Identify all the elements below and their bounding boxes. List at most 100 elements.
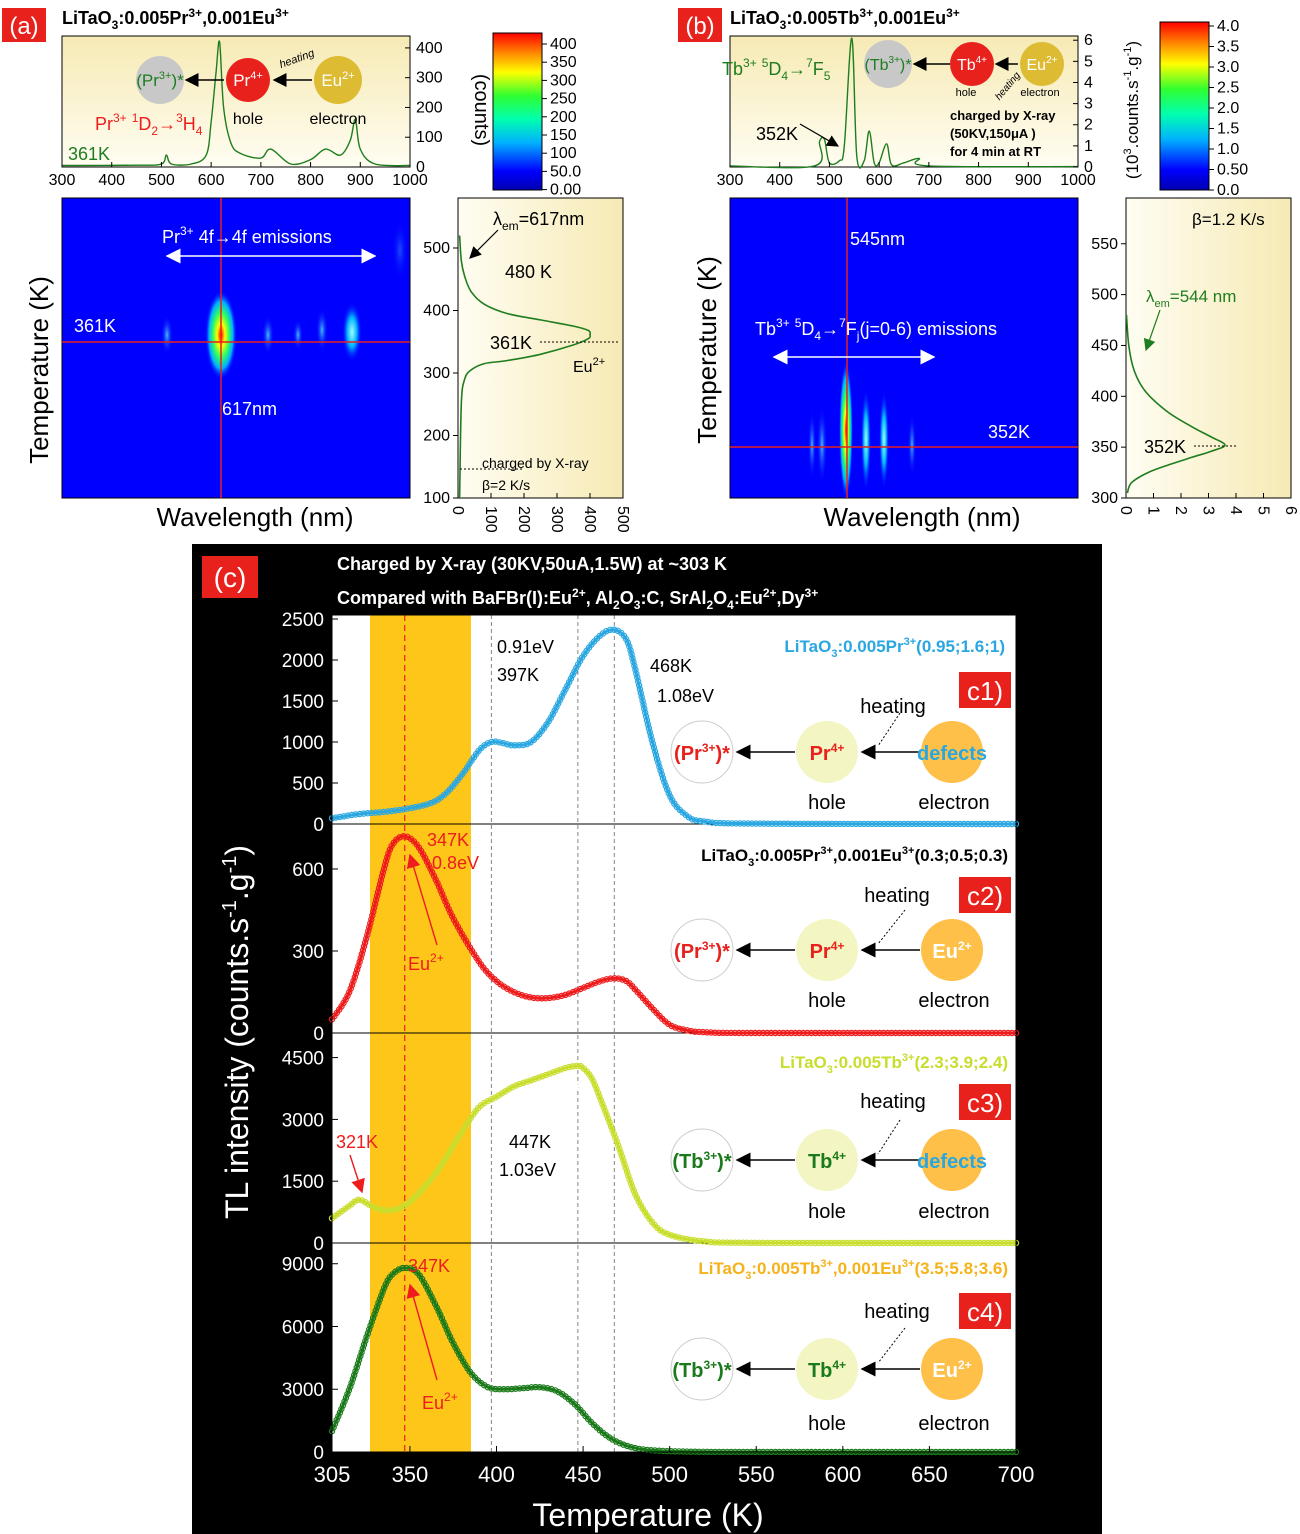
panel-b-tag: (b) <box>685 13 714 40</box>
c3-point <box>699 1237 707 1245</box>
c3-point <box>626 1176 633 1183</box>
c2-point <box>852 1029 859 1037</box>
c1-point <box>1004 820 1012 828</box>
tick-label: 550 <box>738 1462 775 1487</box>
panel-c3-right-circle <box>921 1129 983 1191</box>
c2-point <box>804 1029 811 1037</box>
panel-c1-heating: heating <box>860 696 926 718</box>
c4-point <box>360 1341 368 1348</box>
panel-c4-mid-label: Tb4+ <box>808 1358 846 1382</box>
c3-point <box>988 1239 996 1247</box>
c3-point <box>1004 1239 1012 1247</box>
c1-point <box>662 782 669 789</box>
tick-label: 450 <box>1091 337 1118 354</box>
c1-point <box>780 820 788 827</box>
c3-point <box>703 1238 711 1245</box>
c1-point <box>630 658 637 666</box>
c4-point <box>344 1390 351 1398</box>
panel-b-map-352k: 352K <box>988 422 1030 442</box>
c1-point <box>912 820 920 828</box>
c3-point <box>960 1239 968 1247</box>
panel-c1-ann-397: 397K <box>497 665 539 685</box>
c1-point <box>644 721 652 728</box>
panel-b-charged-3: for 4 min at RT <box>950 144 1041 159</box>
c3-point <box>916 1239 923 1247</box>
c4-point <box>376 1295 384 1303</box>
c3-point <box>593 1085 600 1093</box>
tick-label: 1 <box>1084 138 1093 155</box>
c1-point <box>693 817 700 824</box>
panel-b-tbstar-circle <box>864 40 912 88</box>
c1-point <box>556 696 564 704</box>
c4-point <box>339 1402 347 1409</box>
panel-c1-diagram: (Pr3+)* Pr4+ hole heating defects electr… <box>670 696 990 814</box>
tick-label: 900 <box>347 172 374 189</box>
c2-point <box>703 1029 711 1036</box>
c1-point <box>784 820 792 827</box>
panel-c2-tag-box <box>959 877 1011 913</box>
c2-point <box>796 1029 803 1037</box>
c1-point <box>964 820 972 828</box>
c2-point <box>748 1029 755 1037</box>
panel-b-spectrum-xticks: 300 400 500 600 700 800 900 1000 <box>717 162 1096 189</box>
c4-point <box>403 1264 410 1272</box>
c2-point <box>764 1029 771 1037</box>
c4-point <box>552 1387 559 1394</box>
panel-c-ylabel: TL intensity (counts.s-1.g-1) <box>219 845 255 1219</box>
panel-c1-arrow-468 <box>622 627 665 655</box>
c2-point <box>375 885 383 892</box>
c3-point <box>828 1239 835 1247</box>
c2-point <box>522 993 530 1000</box>
panel-c4-left-circle <box>670 1337 734 1401</box>
c1-point <box>562 686 569 693</box>
panel-c2-left-circle <box>670 918 734 982</box>
tick-label: 0 <box>1117 506 1134 515</box>
tick-label: 400 <box>423 303 450 320</box>
c2-point <box>368 916 375 923</box>
panel-c3-tag: c3) <box>967 1088 1003 1118</box>
tick-label: 2000 <box>282 651 324 672</box>
c3-point <box>627 1179 635 1187</box>
c4-point <box>378 1292 385 1299</box>
c2-point <box>968 1029 976 1037</box>
c4-point <box>342 1394 350 1402</box>
panel-c3-mid-circle <box>796 1129 858 1191</box>
c2-point <box>515 990 522 998</box>
c3-point <box>920 1239 927 1247</box>
c1-point <box>960 820 968 828</box>
panel-c4-eu: Eu2+ <box>422 1390 458 1413</box>
c2-point <box>932 1029 939 1037</box>
c4-point <box>435 1307 442 1315</box>
c4-point <box>347 1383 354 1390</box>
c4-point <box>516 1385 523 1392</box>
c3-point <box>602 1108 609 1115</box>
tick-label: 0.00 <box>550 182 581 199</box>
panel-b-lambda-arrow <box>1143 309 1161 352</box>
c3-point <box>392 1206 399 1213</box>
c1-point <box>412 804 419 811</box>
c3-point <box>912 1239 919 1247</box>
c1-point <box>655 759 662 767</box>
c2-point <box>511 989 518 996</box>
c1-point <box>736 820 744 827</box>
c3-point <box>852 1239 859 1247</box>
c1-point <box>992 820 1000 828</box>
c2-point <box>357 954 364 962</box>
c3-point <box>607 1123 615 1130</box>
c1-point <box>888 820 896 828</box>
panel-c4-hole: hole <box>808 1413 846 1435</box>
c2-point <box>566 990 573 997</box>
c1-point <box>876 820 884 828</box>
c4-point <box>524 1384 531 1392</box>
c2-point <box>421 854 429 862</box>
c2-point <box>824 1029 831 1037</box>
panel-a-map-617nm: 617nm <box>222 399 277 419</box>
c4-point <box>548 1385 555 1393</box>
panel-c1-left-label: (Pr3+)* <box>674 741 730 765</box>
panel-b-map-yticks: 300 350 400 450 500 550 <box>1091 236 1126 507</box>
c1-point <box>844 820 852 828</box>
c1-point <box>852 820 860 828</box>
tick-label: 400 <box>416 40 443 57</box>
panel-c3-mid-label: Tb4+ <box>808 1149 846 1173</box>
c2-point <box>715 1029 723 1037</box>
